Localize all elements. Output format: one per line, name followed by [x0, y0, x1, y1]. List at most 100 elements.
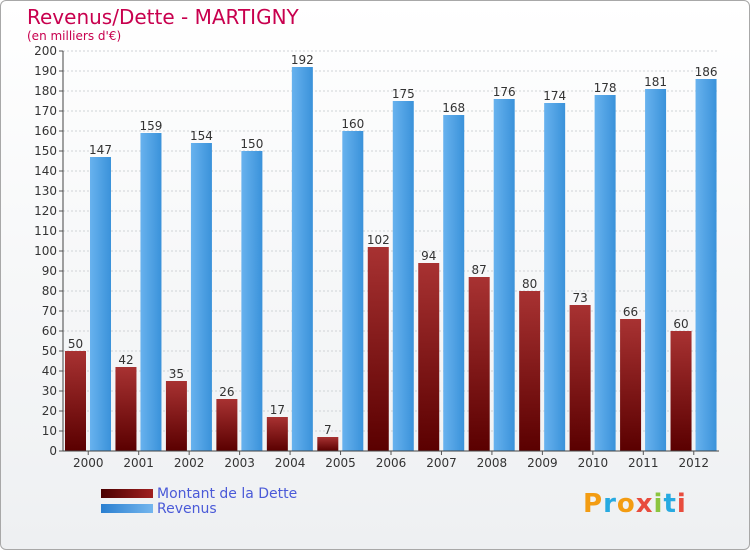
y-tick-label: 40: [42, 364, 57, 378]
y-tick-label: 170: [34, 104, 57, 118]
bar-revenus: [140, 133, 162, 451]
x-tick-label: 2000: [73, 456, 104, 470]
data-label: 17: [270, 403, 285, 417]
bar-revenus: [291, 67, 313, 451]
bar-revenus: [695, 79, 717, 451]
data-label: 186: [695, 65, 718, 79]
bars: [65, 67, 717, 451]
data-label: 150: [240, 137, 263, 151]
axes: 0 10 20 30 40 50 60 70 80 90 100 110 120 130 140 150 160…: [34, 44, 719, 470]
grid-lines: [63, 50, 719, 432]
bar-debt: [468, 277, 490, 451]
x-tick-label: 2012: [678, 456, 709, 470]
data-label: 159: [140, 119, 163, 133]
data-label: 168: [442, 101, 465, 115]
data-label: 181: [644, 75, 667, 89]
data-label: 102: [367, 233, 390, 247]
data-label: 50: [68, 337, 83, 351]
bar-revenus: [392, 101, 414, 451]
bar-debt: [519, 291, 541, 451]
y-tick-label: 120: [34, 204, 57, 218]
data-label: 7: [324, 423, 332, 437]
y-tick-label: 100: [34, 244, 57, 258]
legend-swatch-revenus: [101, 504, 153, 513]
bar-revenus: [241, 151, 263, 451]
data-label: 192: [291, 53, 314, 67]
data-label: 174: [543, 89, 566, 103]
y-tick-label: 190: [34, 64, 57, 78]
y-tick-label: 200: [34, 44, 57, 58]
bar-debt: [670, 331, 692, 451]
y-tick-label: 30: [42, 384, 57, 398]
bar-revenus: [443, 115, 465, 451]
y-tick-label: 90: [42, 264, 57, 278]
legend-label-debt: Montant de la Dette: [157, 485, 298, 502]
x-tick-label: 2010: [578, 456, 609, 470]
y-tick-label: 60: [42, 324, 57, 338]
data-label: 147: [89, 143, 112, 157]
bar-debt: [216, 399, 238, 451]
chart-title: Revenus/Dette - MARTIGNY: [27, 5, 299, 29]
data-label: 176: [493, 85, 516, 99]
bar-revenus: [544, 103, 566, 451]
data-label: 160: [341, 117, 364, 131]
bar-revenus: [493, 99, 515, 451]
x-tick-label: 2005: [325, 456, 356, 470]
y-tick-label: 180: [34, 84, 57, 98]
data-label: 60: [673, 317, 688, 331]
data-labels: 50 147 42 159 35 154 26 150 17 192 7 160 102 175 94 168…: [68, 53, 718, 437]
y-tick-label: 80: [42, 284, 57, 298]
y-tick-label: 140: [34, 164, 57, 178]
data-label: 94: [421, 249, 436, 263]
x-tick-label: 2007: [426, 456, 457, 470]
legend-item-revenus: Revenus: [101, 500, 297, 517]
y-tick-label: 70: [42, 304, 57, 318]
data-label: 66: [623, 305, 638, 319]
x-tick-label: 2008: [477, 456, 508, 470]
bar-debt: [418, 263, 440, 451]
x-tick-label: 2002: [174, 456, 205, 470]
legend-item-debt: Montant de la Dette: [101, 485, 298, 502]
data-label: 175: [392, 87, 415, 101]
y-tick-label: 160: [34, 124, 57, 138]
y-tick-label: 110: [34, 224, 57, 238]
legend: Montant de la Dette Revenus: [101, 485, 298, 517]
legend-label-revenus: Revenus: [157, 500, 217, 517]
bar-debt: [165, 381, 187, 451]
bar-debt: [266, 417, 288, 451]
x-tick-label: 2004: [275, 456, 306, 470]
bar-revenus: [190, 143, 212, 451]
x-tick-label: 2003: [224, 456, 255, 470]
y-tick-label: 0: [49, 444, 57, 458]
chart-subtitle: (en milliers d'€): [27, 29, 122, 43]
bar-revenus: [90, 157, 111, 451]
proxiti-logo: Proxiti: [583, 489, 687, 519]
data-label: 35: [169, 367, 184, 381]
x-tick-label: 2011: [628, 456, 659, 470]
bar-revenus: [342, 131, 364, 451]
x-tick-label: 2009: [527, 456, 558, 470]
bar-debt: [317, 437, 339, 451]
data-label: 178: [594, 81, 617, 95]
y-tick-label: 130: [34, 184, 57, 198]
data-label: 154: [190, 129, 213, 143]
bar-debt: [65, 351, 86, 451]
data-label: 73: [572, 291, 587, 305]
data-label: 80: [522, 277, 537, 291]
bar-debt: [115, 367, 137, 451]
bar-revenus: [594, 95, 616, 451]
legend-swatch-debt: [101, 489, 153, 498]
y-tick-label: 50: [42, 344, 57, 358]
x-tick-label: 2001: [123, 456, 154, 470]
data-label: 87: [472, 263, 487, 277]
y-tick-label: 10: [42, 424, 57, 438]
y-tick-label: 150: [34, 144, 57, 158]
bar-debt: [367, 247, 389, 451]
data-label: 42: [118, 353, 133, 367]
bar-debt: [569, 305, 591, 451]
y-tick-label: 20: [42, 404, 57, 418]
bar-debt: [620, 319, 642, 451]
x-tick-label: 2006: [376, 456, 407, 470]
